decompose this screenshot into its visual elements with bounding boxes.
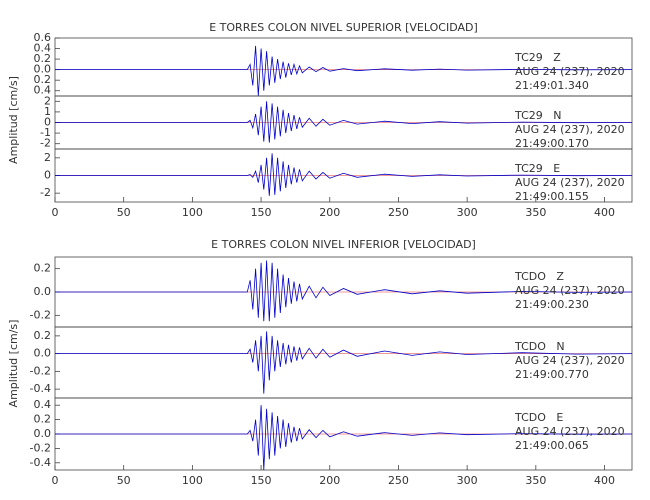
x-tick-label: 150: [251, 474, 272, 487]
x-tick-label: 250: [388, 474, 409, 487]
time-label: 21:49:00.230: [515, 298, 589, 311]
y-tick-label: 0.2: [34, 329, 52, 342]
x-tick-label: 400: [594, 206, 615, 219]
y-tick-label: -2: [40, 186, 51, 199]
x-tick-label: 100: [182, 474, 203, 487]
waveform: [55, 153, 633, 196]
x-tick-label: 50: [117, 474, 131, 487]
waveform: [55, 45, 633, 97]
x-tick-label: 0: [52, 474, 59, 487]
x-tick-label: 300: [457, 474, 478, 487]
y-tick-label: 0.0: [34, 285, 52, 298]
waveform: [55, 101, 633, 143]
y-tick-label: 0.2: [34, 262, 52, 275]
x-tick-label: 200: [319, 474, 340, 487]
y-tick-label: -1: [40, 126, 51, 139]
y-tick-label: 2: [44, 94, 51, 107]
waveform: [55, 405, 633, 471]
y-tick-label: 0.6: [34, 31, 52, 44]
y-tick-label: -0.2: [30, 308, 51, 321]
time-label: 21:49:00.155: [515, 190, 589, 203]
y-tick-label: 0.4: [34, 42, 52, 55]
date-label: AUG 24 (237), 2020: [515, 176, 625, 189]
y-tick-label: 0.4: [34, 84, 52, 97]
y-tick-label: 0.2: [34, 413, 52, 426]
date-label: AUG 24 (237), 2020: [515, 65, 625, 78]
station-label: TC29 N: [514, 109, 561, 122]
x-tick-label: 350: [525, 474, 546, 487]
y-tick-label: -0.4: [30, 456, 51, 469]
time-label: 21:49:00.770: [515, 368, 589, 381]
y-tick-label: 0: [44, 116, 51, 129]
date-label: AUG 24 (237), 2020: [515, 354, 625, 367]
y-tick-label: 0: [44, 169, 51, 182]
waveform: [55, 260, 633, 322]
y-tick-label: -2: [40, 137, 51, 150]
date-label: AUG 24 (237), 2020: [515, 284, 625, 297]
x-tick-label: 150: [251, 206, 272, 219]
y-tick-label: 2: [44, 151, 51, 164]
date-label: AUG 24 (237), 2020: [515, 425, 625, 438]
y-tick-label: -0.2: [30, 441, 51, 454]
waveform: [55, 331, 633, 394]
x-tick-label: 50: [117, 206, 131, 219]
y-tick-label: 0.2: [34, 52, 52, 65]
x-tick-label: 300: [457, 206, 478, 219]
x-tick-label: 0: [52, 206, 59, 219]
y-tick-label: -0.4: [30, 382, 51, 395]
station-label: TC29 E: [514, 162, 560, 175]
y-tick-label: 0.2: [34, 73, 52, 86]
y-tick-label: -0.2: [30, 364, 51, 377]
y-tick-label: 0.4: [34, 398, 52, 411]
chart-title: E TORRES COLON NIVEL SUPERIOR [VELOCIDAD…: [209, 21, 478, 34]
chart-title: E TORRES COLON NIVEL INFERIOR [VELOCIDAD…: [211, 238, 476, 251]
y-axis-label: Amplitud [cm/s]: [7, 76, 20, 164]
station-label: TCDO E: [514, 411, 563, 424]
x-tick-label: 100: [182, 206, 203, 219]
date-label: AUG 24 (237), 2020: [515, 123, 625, 136]
y-axis-label: Amplitud [cm/s]: [7, 320, 20, 408]
x-tick-label: 350: [525, 206, 546, 219]
time-label: 21:49:00.170: [515, 137, 589, 150]
station-label: TCDO Z: [514, 270, 564, 283]
station-label: TC29 Z: [514, 51, 561, 64]
y-tick-label: 0.0: [34, 63, 52, 76]
x-tick-label: 200: [319, 206, 340, 219]
x-tick-label: 400: [594, 474, 615, 487]
y-tick-label: 1: [44, 105, 51, 118]
time-label: 21:49:00.065: [515, 439, 589, 452]
time-label: 21:49:01.340: [515, 79, 589, 92]
y-tick-label: 0.0: [34, 427, 52, 440]
x-tick-label: 250: [388, 206, 409, 219]
station-label: TCDO N: [514, 340, 565, 353]
y-tick-label: 0.0: [34, 347, 52, 360]
